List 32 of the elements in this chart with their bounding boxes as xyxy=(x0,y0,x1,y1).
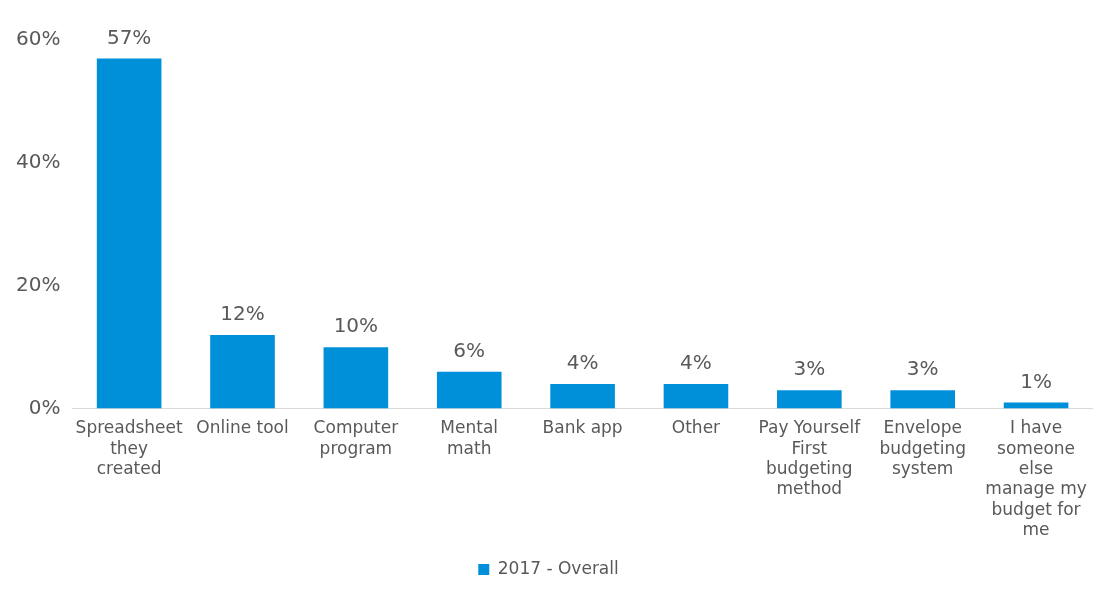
x-tick-label: Bank app xyxy=(542,417,623,438)
x-tick-label: Mental math xyxy=(440,417,499,458)
x-tick-label: Envelope budgeting system xyxy=(879,417,966,479)
text: 3% xyxy=(793,356,826,381)
text: 3% xyxy=(906,356,939,381)
legend-label: 2017 - Overall xyxy=(497,557,619,578)
x-tick-label: Online tool xyxy=(196,417,289,438)
bar xyxy=(663,384,729,409)
text: 4% xyxy=(680,350,712,375)
x-tick-label: Spreadsheet they created xyxy=(75,417,183,479)
text: 1% xyxy=(1020,368,1052,393)
y-tick-label: 0% xyxy=(28,394,61,419)
bar xyxy=(890,390,955,409)
x-tick-label: Computer program xyxy=(313,417,399,458)
y-tick-label: 60% xyxy=(16,26,61,51)
bar xyxy=(1003,402,1069,409)
text: 10% xyxy=(333,313,379,338)
bar xyxy=(323,347,389,409)
bar xyxy=(436,371,502,409)
bar xyxy=(96,58,162,409)
x-tick-label: Pay Yourself First budgeting method xyxy=(758,417,862,499)
y-tick-label: 40% xyxy=(16,149,61,174)
x-tick-label: Other xyxy=(671,417,721,438)
bar xyxy=(550,384,615,409)
y-tick-label: 20% xyxy=(16,271,61,296)
bar xyxy=(210,334,275,409)
x-tick-label: I have someone else manage my budget for me xyxy=(985,417,1087,540)
text: 12% xyxy=(220,301,265,326)
text: 57% xyxy=(106,24,152,49)
text: 4% xyxy=(566,350,599,375)
bar xyxy=(777,390,842,409)
text: 6% xyxy=(453,337,486,362)
